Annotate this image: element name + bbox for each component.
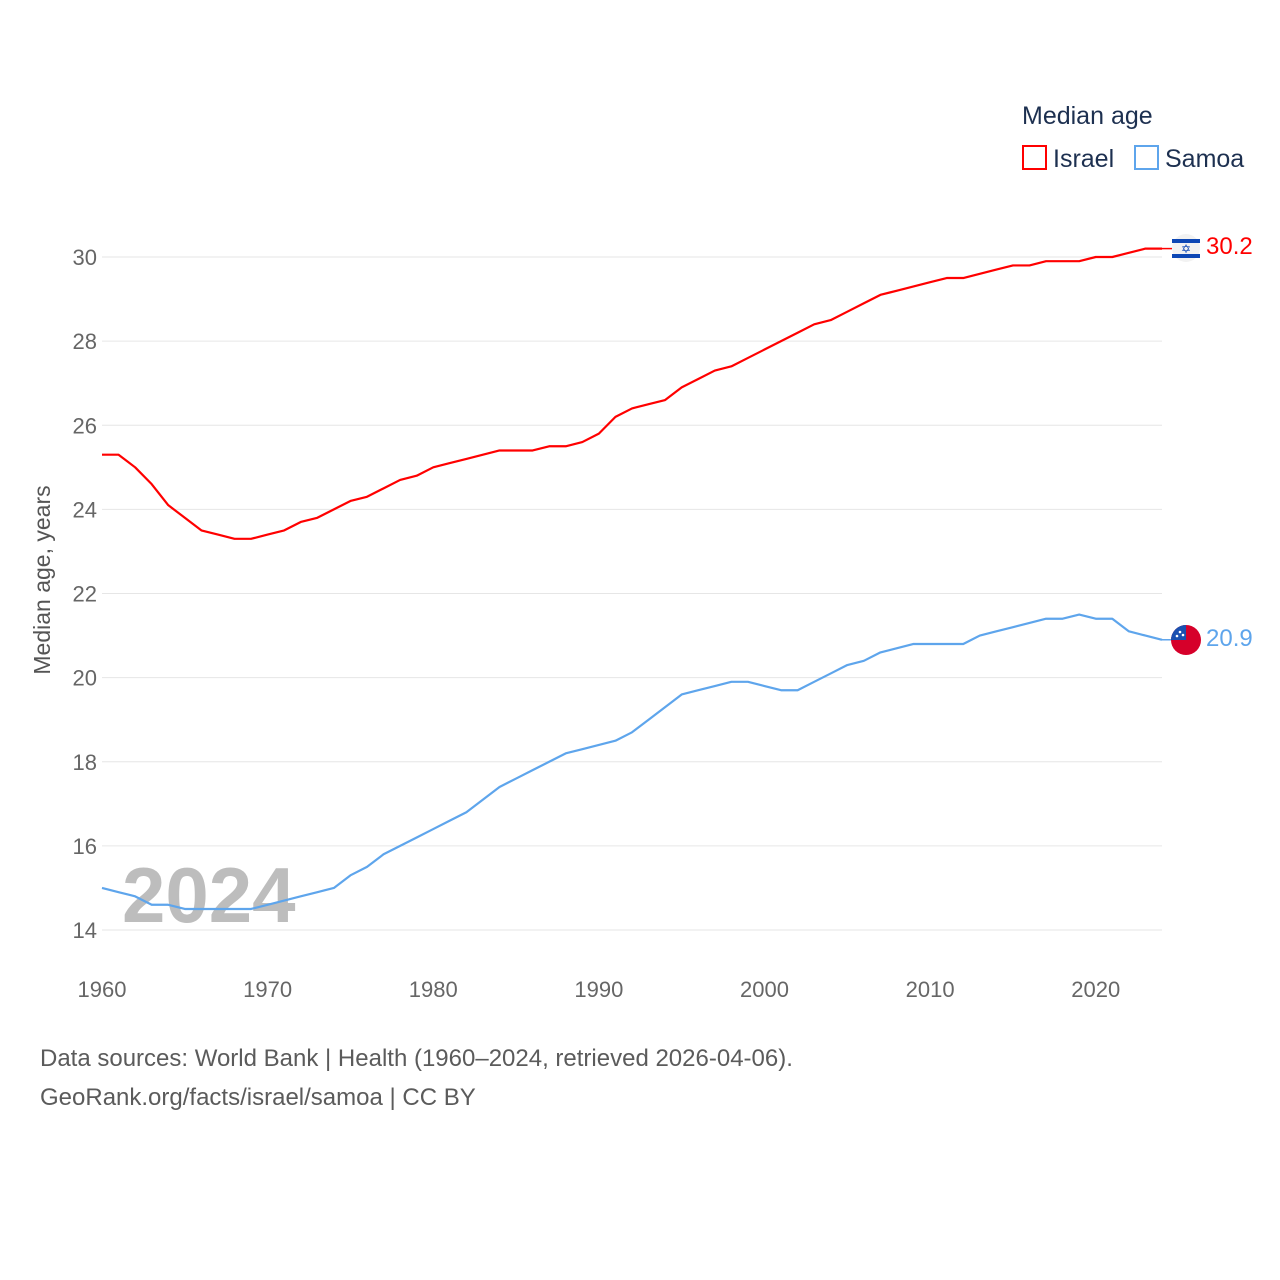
samoa-line[interactable] [101, 613, 1163, 911]
x-tick-label: 1980 [409, 977, 458, 1002]
legend-label-israel: Israel [1053, 145, 1114, 173]
israel-end-value: 30.2 [1206, 233, 1253, 260]
israel-flag-icon: ✡ [1172, 234, 1200, 262]
x-tick-label: 2020 [1071, 977, 1120, 1002]
x-tick-label: 1960 [78, 977, 127, 1002]
legend-swatch-samoa [1134, 145, 1159, 170]
legend-item-samoa[interactable]: Samoa [1134, 145, 1244, 173]
y-tick-label: 22 [73, 582, 97, 607]
x-tick-label: 1990 [574, 977, 623, 1002]
y-tick-label: 14 [73, 918, 97, 943]
y-tick-label: 24 [73, 497, 97, 522]
legend-label-samoa: Samoa [1165, 145, 1244, 173]
y-tick-label: 30 [73, 245, 97, 270]
y-axis-ticks: 14 16 18 20 22 24 26 28 30 [73, 245, 97, 943]
series-lines [101, 247, 1172, 911]
y-tick-label: 16 [73, 834, 97, 859]
gridlines [102, 256, 1162, 931]
x-tick-label: 2010 [906, 977, 955, 1002]
x-tick-label: 1970 [243, 977, 292, 1002]
y-tick-label: 20 [73, 666, 97, 691]
legend-swatch-israel [1022, 145, 1047, 170]
israel-line[interactable] [102, 247, 1162, 540]
samoa-flag-icon [1171, 625, 1201, 655]
y-axis-label: Median age, years [29, 485, 55, 674]
attribution-link[interactable]: GeoRank.org/facts/israel/samoa | CC BY [40, 1084, 476, 1111]
samoa-end-value: 20.9 [1206, 625, 1253, 652]
svg-text:✡: ✡ [1181, 242, 1191, 256]
year-watermark: 2024 [122, 851, 296, 939]
y-tick-label: 28 [73, 329, 97, 354]
x-axis-ticks: 1960 1970 1980 1990 2000 2010 2020 [78, 977, 1121, 1002]
data-sources-text: Data sources: World Bank | Health (1960–… [40, 1045, 793, 1072]
legend-title: Median age [1022, 102, 1153, 130]
legend-item-israel[interactable]: Israel [1022, 145, 1114, 173]
y-tick-label: 26 [73, 413, 97, 438]
y-tick-label: 18 [73, 750, 97, 775]
x-tick-label: 2000 [740, 977, 789, 1002]
